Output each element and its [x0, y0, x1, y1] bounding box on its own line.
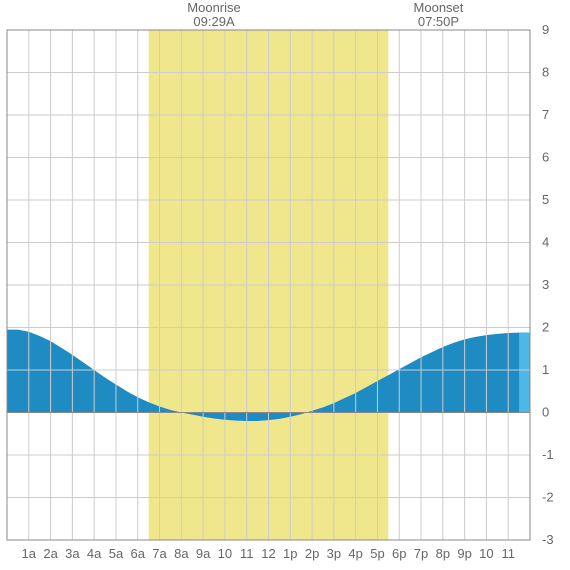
x-tick-label: 2a: [43, 546, 58, 561]
y-tick-label: -3: [542, 532, 554, 547]
y-tick-label: -1: [542, 447, 554, 462]
x-tick-label: 10: [218, 546, 232, 561]
x-tick-label: 9a: [196, 546, 211, 561]
x-tick-label: 1p: [283, 546, 297, 561]
y-tick-label: 7: [542, 107, 549, 122]
y-tick-label: -2: [542, 490, 554, 505]
x-tick-label: 7p: [414, 546, 428, 561]
y-tick-label: 6: [542, 150, 549, 165]
x-tick-label: 3a: [65, 546, 80, 561]
x-tick-label: 11: [240, 546, 254, 561]
x-tick-label: 6a: [131, 546, 146, 561]
tide-end-marker: [519, 333, 530, 413]
y-tick-label: 5: [542, 192, 549, 207]
y-tick-label: 8: [542, 65, 549, 80]
x-tick-label: 8a: [174, 546, 189, 561]
x-tick-label: 7a: [152, 546, 167, 561]
x-tick-label: 6p: [392, 546, 406, 561]
y-tick-label: 1: [542, 362, 549, 377]
x-tick-label: 12: [261, 546, 275, 561]
y-tick-label: 4: [542, 235, 549, 250]
x-tick-label: 4a: [87, 546, 102, 561]
moonset-time: 07:50P: [418, 14, 459, 29]
moonrise-time: 09:29A: [193, 14, 235, 29]
tide-chart: 1a2a3a4a5a6a7a8a9a1011121p2p3p4p5p6p7p8p…: [0, 0, 570, 570]
chart-svg: 1a2a3a4a5a6a7a8a9a1011121p2p3p4p5p6p7p8p…: [0, 0, 570, 570]
x-tick-label: 8p: [436, 546, 450, 561]
moonrise-label: Moonrise: [187, 0, 240, 15]
x-tick-label: 11: [501, 546, 515, 561]
x-tick-label: 9p: [457, 546, 471, 561]
x-tick-label: 2p: [305, 546, 319, 561]
x-tick-label: 3p: [327, 546, 341, 561]
x-tick-label: 5p: [370, 546, 384, 561]
x-tick-label: 4p: [348, 546, 362, 561]
x-tick-label: 5a: [109, 546, 124, 561]
moonset-label: Moonset: [414, 0, 464, 15]
x-tick-label: 1a: [22, 546, 37, 561]
y-tick-label: 3: [542, 277, 549, 292]
y-tick-label: 0: [542, 405, 549, 420]
y-tick-label: 2: [542, 320, 549, 335]
y-tick-label: 9: [542, 22, 549, 37]
x-tick-label: 10: [479, 546, 493, 561]
